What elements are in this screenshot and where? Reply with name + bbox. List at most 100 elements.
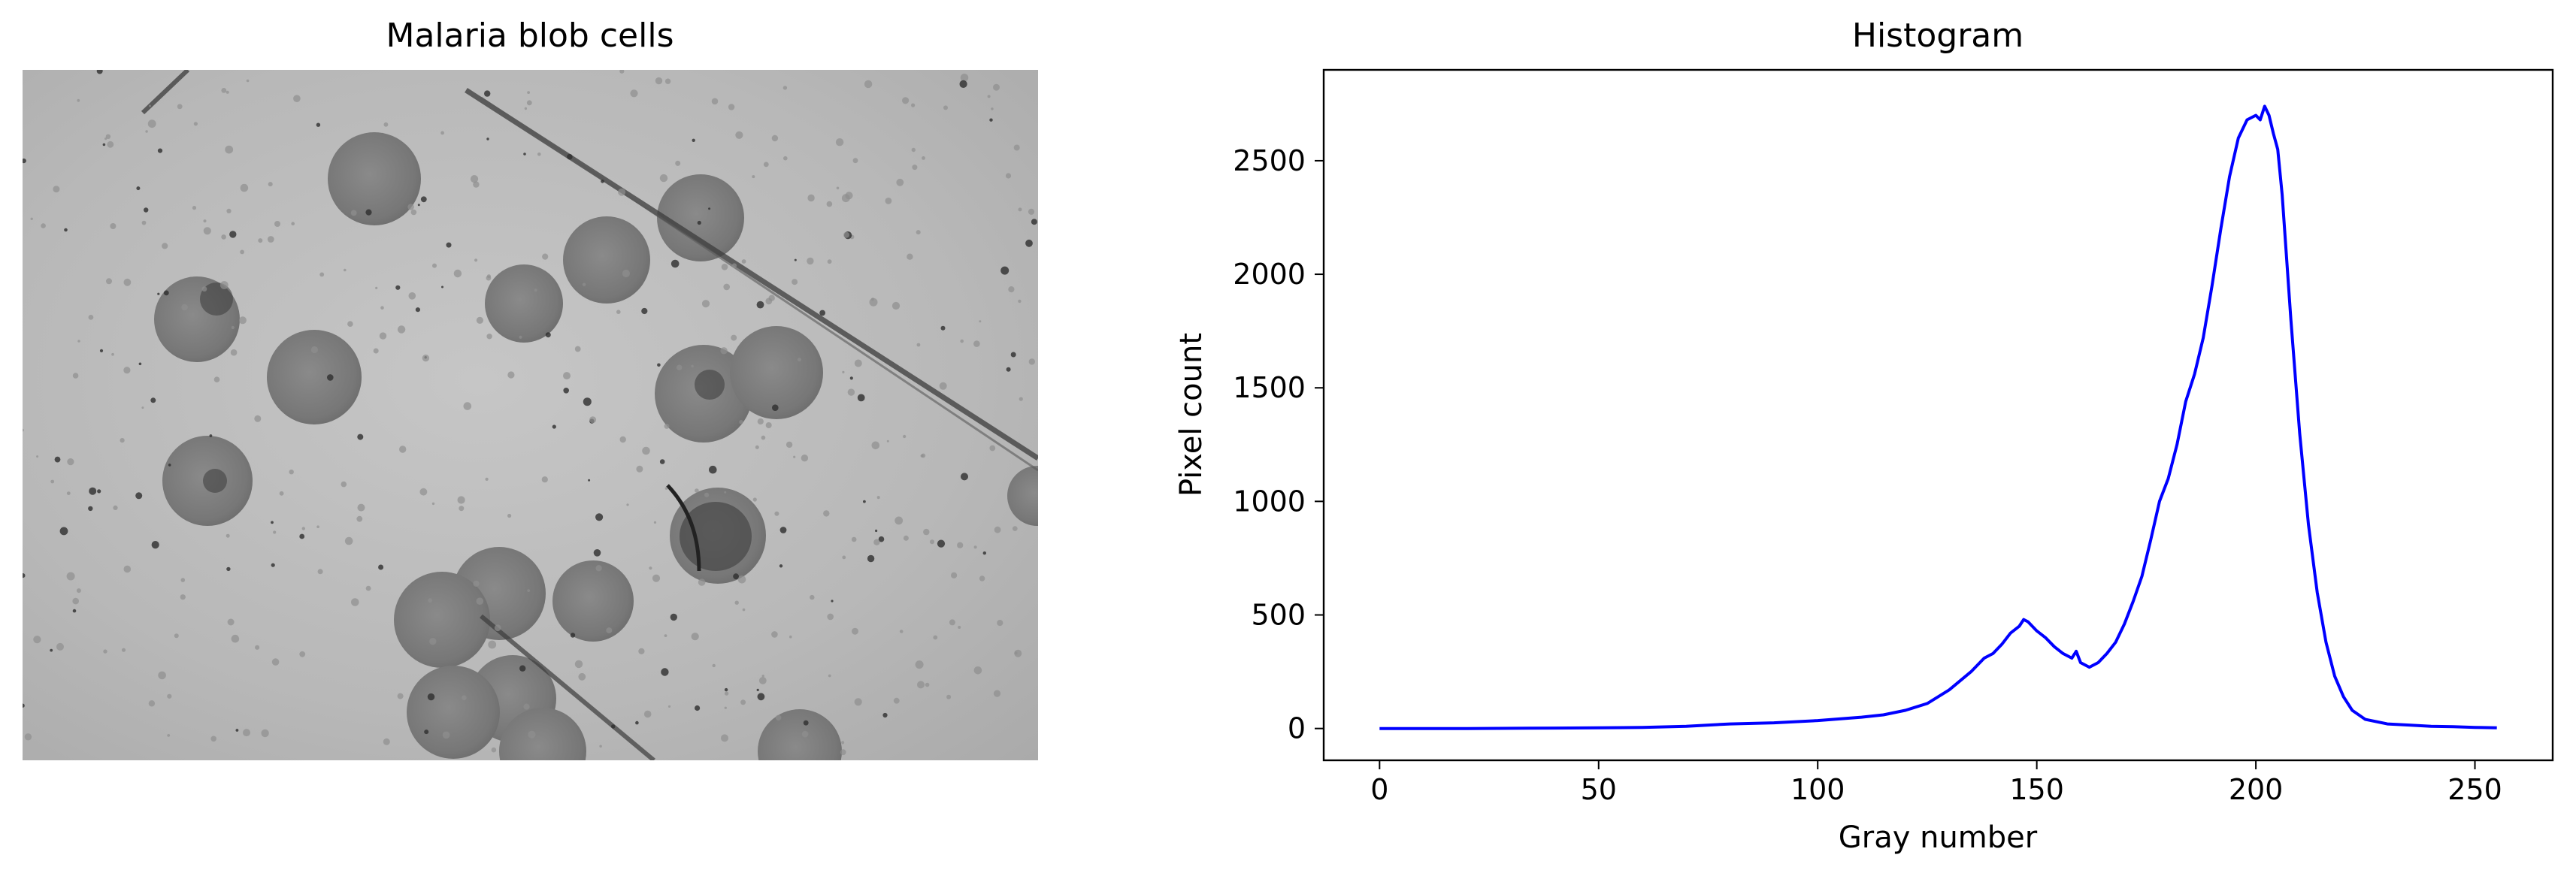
speckle bbox=[167, 693, 172, 699]
speckle bbox=[23, 703, 25, 708]
speckle bbox=[258, 238, 263, 243]
speckle bbox=[446, 242, 452, 248]
speckle bbox=[1005, 173, 1012, 179]
speckle bbox=[271, 563, 275, 567]
speckle bbox=[428, 598, 433, 603]
speckle bbox=[162, 243, 168, 249]
speckle bbox=[697, 220, 701, 225]
speckle bbox=[831, 600, 834, 603]
speckle bbox=[595, 513, 604, 521]
speckle bbox=[149, 104, 151, 107]
speckle bbox=[989, 118, 993, 122]
speckle bbox=[807, 194, 815, 202]
blood-cell bbox=[657, 174, 744, 261]
speckle bbox=[982, 551, 987, 555]
speckle bbox=[470, 175, 479, 183]
speckle bbox=[923, 528, 930, 536]
speckle bbox=[33, 636, 41, 644]
speckle bbox=[911, 103, 916, 107]
speckle bbox=[742, 608, 746, 612]
speckle bbox=[316, 525, 319, 528]
speckle bbox=[915, 660, 924, 669]
speckle bbox=[375, 286, 378, 289]
speckle bbox=[779, 527, 787, 533]
speckle bbox=[397, 693, 404, 699]
speckle bbox=[642, 446, 650, 455]
speckle bbox=[593, 549, 601, 557]
speckle bbox=[486, 334, 492, 340]
blood-cell bbox=[485, 264, 563, 343]
speckle bbox=[231, 634, 240, 643]
speckle bbox=[875, 529, 878, 533]
x-tick-label: 100 bbox=[1790, 773, 1845, 806]
speckle bbox=[440, 131, 444, 135]
speckle bbox=[238, 316, 247, 325]
speckle bbox=[459, 506, 465, 512]
y-tick-label: 1500 bbox=[1233, 371, 1306, 404]
speckle bbox=[886, 440, 889, 443]
speckle bbox=[491, 747, 497, 753]
speckle bbox=[365, 585, 371, 591]
speckle bbox=[724, 687, 728, 692]
speckle bbox=[653, 521, 657, 524]
speckle bbox=[453, 269, 462, 278]
speckle bbox=[826, 201, 833, 207]
speckle bbox=[231, 325, 235, 330]
speckle bbox=[1010, 352, 1016, 358]
speckle bbox=[485, 477, 489, 482]
speckle bbox=[757, 693, 765, 701]
blood-cell bbox=[758, 709, 842, 760]
speckle bbox=[893, 697, 900, 704]
speckle bbox=[709, 465, 717, 474]
speckle bbox=[819, 310, 825, 316]
speckle bbox=[316, 122, 321, 127]
histogram-line bbox=[1379, 104, 2497, 730]
speckle bbox=[724, 706, 727, 709]
speckle bbox=[794, 258, 797, 261]
blood-cell bbox=[267, 330, 362, 424]
speckle bbox=[698, 578, 706, 586]
speckle bbox=[836, 186, 840, 190]
speckle bbox=[227, 618, 235, 626]
speckle bbox=[740, 699, 746, 705]
speckle bbox=[841, 741, 845, 745]
speckle bbox=[731, 334, 737, 341]
speckle bbox=[595, 565, 602, 572]
speckle bbox=[930, 539, 934, 545]
parasite-spot bbox=[695, 370, 725, 400]
speckle bbox=[867, 554, 875, 563]
speckle bbox=[226, 90, 229, 94]
speckle bbox=[701, 300, 710, 308]
speckle bbox=[113, 505, 118, 511]
speckle bbox=[842, 555, 846, 560]
x-tick-label: 250 bbox=[2447, 773, 2502, 806]
speckle bbox=[301, 527, 305, 530]
speckle bbox=[664, 487, 668, 490]
speckle bbox=[851, 536, 857, 542]
speckle bbox=[664, 423, 670, 429]
speckle bbox=[622, 269, 631, 278]
speckle bbox=[949, 619, 955, 626]
speckle bbox=[583, 397, 592, 406]
speckle bbox=[937, 539, 946, 548]
speckle bbox=[351, 598, 359, 606]
speckle bbox=[847, 388, 855, 396]
speckle bbox=[1018, 299, 1022, 304]
x-tick-label: 150 bbox=[2009, 773, 2064, 806]
speckle bbox=[588, 479, 591, 482]
speckle bbox=[240, 249, 244, 255]
speckle bbox=[828, 674, 831, 678]
image-title: Malaria blob cells bbox=[386, 17, 674, 55]
speckle bbox=[854, 698, 862, 706]
speckle bbox=[417, 204, 420, 207]
speckle bbox=[810, 594, 815, 600]
speckle bbox=[484, 90, 491, 97]
speckle bbox=[268, 182, 273, 187]
speckle bbox=[734, 600, 739, 605]
speckle bbox=[704, 492, 710, 497]
speckle bbox=[774, 511, 779, 516]
speckle bbox=[271, 658, 280, 666]
speckle bbox=[299, 533, 305, 539]
speckle bbox=[201, 286, 207, 292]
speckle bbox=[801, 455, 809, 462]
